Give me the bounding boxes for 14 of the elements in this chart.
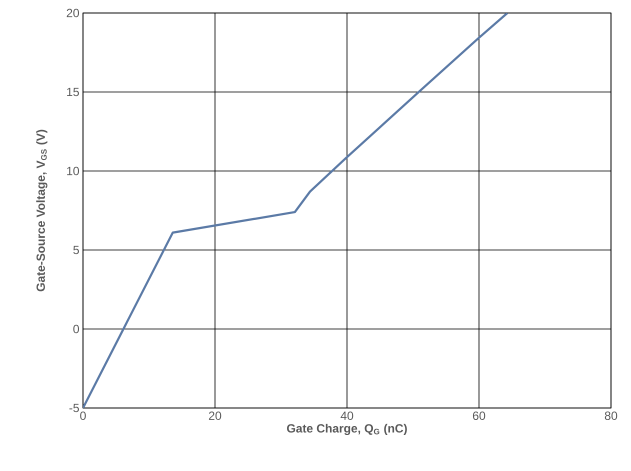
y-tick-label: 20	[66, 8, 80, 18]
x-tick-label: 80	[604, 412, 618, 420]
x-tick-label: 60	[472, 412, 486, 420]
x-axis-title: Gate Charge, Q$_{G}$ (nC)	[287, 424, 407, 436]
x-tick-label: 20	[208, 412, 222, 420]
line-series	[83, 12, 508, 408]
x-tick-label: 0	[80, 412, 86, 420]
y-tick-label: 5	[73, 246, 79, 254]
y-tick-label: 10	[67, 166, 80, 176]
x-tick-label: 40	[340, 412, 354, 420]
y-axis-title: Gate-Source Voltage, V$_{GS}$ (V)	[36, 130, 48, 292]
y-tick-label: 15	[67, 88, 79, 96]
y-tick-label: 0	[73, 324, 80, 334]
y-tick-label: -5	[69, 404, 79, 412]
